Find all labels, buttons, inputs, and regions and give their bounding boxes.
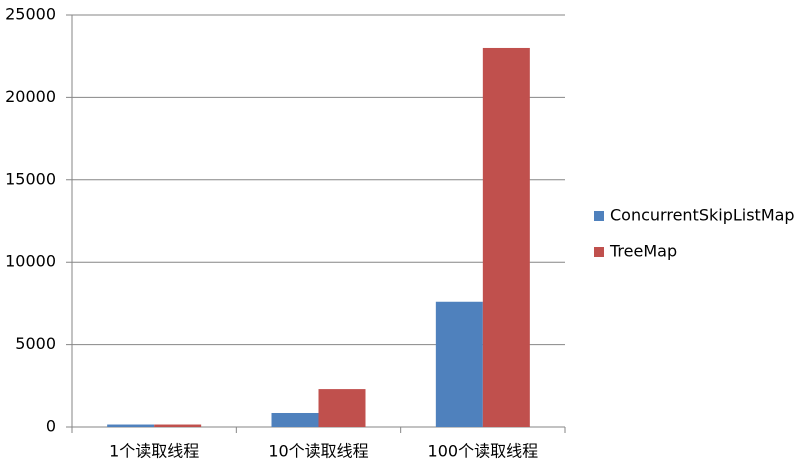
bar: [318, 389, 366, 427]
bar: [435, 301, 483, 427]
y-tick-label: 15000: [5, 169, 56, 188]
y-tick-label: 25000: [5, 5, 56, 24]
x-tick-label: 1个读取线程: [109, 442, 199, 461]
bar: [107, 424, 155, 427]
x-tick-label: 100个读取线程: [428, 442, 539, 461]
y-tick-label: 20000: [5, 87, 56, 106]
legend-swatch: [594, 211, 604, 221]
y-tick-label: 5000: [15, 334, 56, 353]
x-tick-label: 10个读取线程: [268, 442, 368, 461]
bar: [154, 424, 202, 427]
bar: [482, 47, 530, 428]
legend-label: TreeMap: [609, 242, 677, 261]
legend-label: ConcurrentSkipListMap: [610, 206, 795, 225]
y-tick-label: 0: [46, 417, 56, 436]
bar: [271, 412, 319, 427]
legend-swatch: [594, 247, 604, 257]
y-tick-label: 10000: [5, 252, 56, 271]
